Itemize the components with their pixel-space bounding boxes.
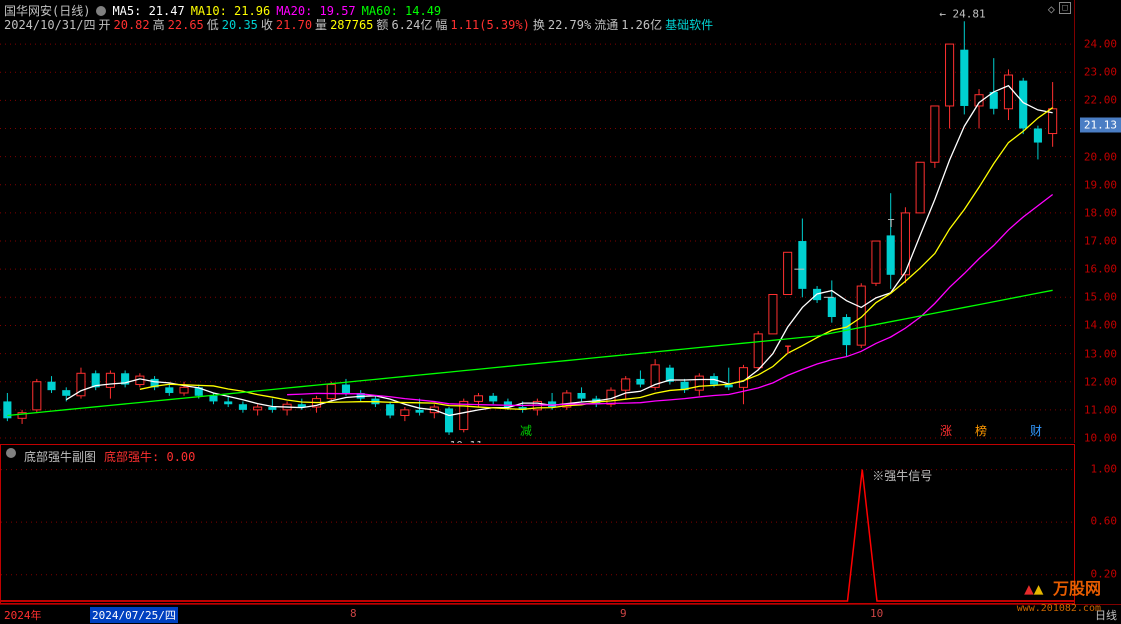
svg-text:涨: 涨	[940, 423, 952, 438]
watermark-url: www.201082.com	[1017, 603, 1101, 614]
svg-text:榜: 榜	[975, 423, 987, 438]
vol-prefix: 量	[315, 16, 327, 33]
close-value: 21.70	[276, 18, 312, 32]
expand-icon[interactable]: □	[1059, 2, 1071, 14]
open-prefix: 开	[98, 16, 110, 33]
y-tick: 14.00	[1084, 319, 1117, 332]
y-tick: 17.00	[1084, 235, 1117, 248]
sub-y-tick: 0.60	[1091, 515, 1118, 528]
svg-text:※强牛信号: ※强牛信号	[872, 468, 932, 483]
high-value: 22.65	[168, 18, 204, 32]
dot-icon	[6, 448, 16, 458]
amt-value: 6.24亿	[391, 16, 432, 33]
y-tick: 10.00	[1084, 432, 1117, 445]
current-price-tag: 21.13	[1080, 117, 1121, 132]
sub-indicator-value: 底部强牛: 0.00	[104, 448, 195, 465]
turnover-value: 22.79%	[548, 18, 591, 32]
date-label: 2024/10/31/四	[4, 16, 95, 33]
svg-text:减: 减	[520, 424, 532, 438]
y-tick: 13.00	[1084, 347, 1117, 360]
float-value: 1.26亿	[621, 16, 662, 33]
y-tick: 12.00	[1084, 375, 1117, 388]
sub-indicator-title: 底部强牛副图	[24, 448, 96, 465]
y-tick: 11.00	[1084, 403, 1117, 416]
amt-prefix: 额	[376, 16, 388, 33]
close-prefix: 收	[261, 16, 273, 33]
y-tick: 23.00	[1084, 66, 1117, 79]
vol-value: 287765	[330, 18, 373, 32]
dot-icon	[96, 6, 106, 16]
low-value: 20.35	[222, 18, 258, 32]
month-mark: 8	[350, 607, 357, 620]
float-prefix: 流通	[594, 16, 618, 33]
month-mark: 10	[870, 607, 883, 620]
watermark-brand: ▲▲ 万股网	[1024, 575, 1101, 599]
y-tick: 22.00	[1084, 94, 1117, 107]
main-chart[interactable]: ← 24.81 ←10.11 减 涨 榜 财 T T	[0, 0, 1075, 443]
open-value: 20.82	[114, 18, 150, 32]
x-axis: 2024年 2024/07/25/四 8910 日线	[0, 604, 1121, 624]
y-tick: 18.00	[1084, 206, 1117, 219]
svg-text:T: T	[888, 217, 895, 230]
y-tick: 20.00	[1084, 150, 1117, 163]
y-axis: 10.00 11.00 12.00 13.00 14.00 15.00 16.00 17.00…	[1075, 0, 1121, 443]
x-date-label: 2024/07/25/四	[90, 607, 178, 623]
low-prefix: 低	[207, 16, 219, 33]
year-label: 2024年	[4, 607, 42, 623]
range-prefix: 幅	[435, 16, 447, 33]
month-mark: 9	[620, 607, 627, 620]
svg-text:← 24.81: ← 24.81	[939, 7, 985, 20]
svg-text:财: 财	[1030, 424, 1042, 438]
svg-text:T: T	[785, 344, 792, 357]
sub-chart[interactable]: ※强牛信号	[0, 444, 1075, 604]
range-value: 1.11(5.39%)	[450, 18, 529, 32]
y-tick: 24.00	[1084, 38, 1117, 51]
high-prefix: 高	[153, 16, 165, 33]
diamond-icon[interactable]: ◇	[1048, 2, 1055, 16]
y-tick: 16.00	[1084, 263, 1117, 276]
svg-text:←10.11: ←10.11	[443, 439, 483, 443]
turnover-prefix: 换	[533, 16, 545, 33]
y-tick: 19.00	[1084, 178, 1117, 191]
y-tick: 15.00	[1084, 291, 1117, 304]
sub-y-tick: 1.00	[1091, 462, 1118, 475]
sector-value: 基础软件	[665, 16, 713, 33]
